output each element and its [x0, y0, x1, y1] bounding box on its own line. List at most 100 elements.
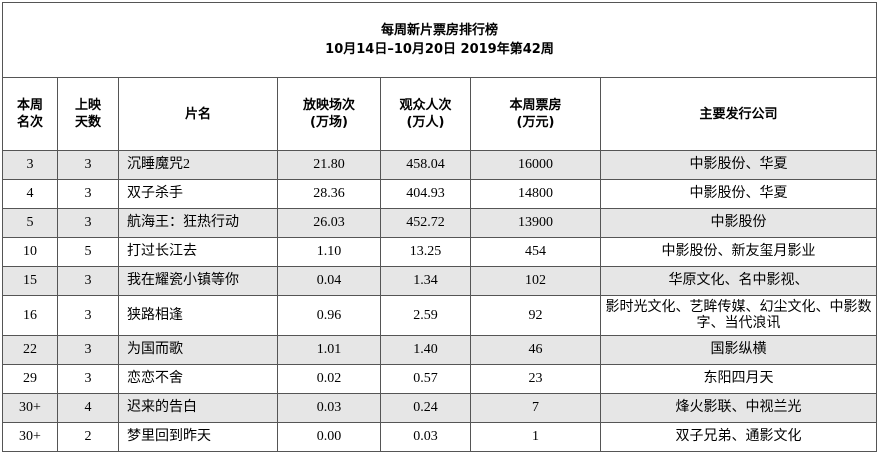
table-cell: 30+ [2, 422, 58, 452]
table-cell: 13900 [470, 208, 601, 238]
table-cell: 0.04 [277, 266, 381, 296]
column-header: 本周票房 (万元) [470, 77, 601, 151]
column-header: 观众人次 (万人) [380, 77, 471, 151]
table-cell: 航海王：狂热行动 [118, 208, 278, 238]
table-cell: 中影股份、新友玺月影业 [600, 237, 877, 267]
table-cell: 3 [2, 150, 58, 180]
header-row: 本周 名次 上映 天数 片名 放映场次 (万场) 观众人次 (万人) 本周票房 (万元) 主要发行公司 [2, 77, 877, 151]
table-cell: 3 [57, 150, 119, 180]
column-header-line: 名次 [16, 115, 43, 130]
table-cell: 梦里回到昨天 [118, 422, 278, 452]
table-cell: 3 [57, 208, 119, 238]
table-row: 30+ 2 梦里回到昨天 0.00 0.03 1 双子兄弟、通影文化 [2, 422, 877, 452]
table-cell: 30+ [2, 393, 58, 423]
table-row: 5 3 航海王：狂热行动 26.03 452.72 13900 中影股份 [2, 208, 877, 238]
table-cell: 21.80 [277, 150, 381, 180]
column-header-line: 本周票房 [509, 98, 562, 113]
column-header: 本周 名次 [2, 77, 58, 151]
table-subtitle: 10月14日–10月20日 2019年第42周 [325, 42, 554, 57]
table-row: 22 3 为国而歌 1.01 1.40 46 国影纵横 [2, 335, 877, 365]
table-cell: 22 [2, 335, 58, 365]
table-cell: 7 [470, 393, 601, 423]
table-cell: 16 [2, 295, 58, 336]
table-cell: 为国而歌 [118, 335, 278, 365]
table-cell: 双子兄弟、通影文化 [600, 422, 877, 452]
table-cell: 3 [57, 364, 119, 394]
table-row: 10 5 打过长江去 1.10 13.25 454 中影股份、新友玺月影业 [2, 237, 877, 267]
column-header-line: (万人) [406, 115, 445, 130]
table-row: 30+ 4 迟来的告白 0.03 0.24 7 烽火影联、中视兰光 [2, 393, 877, 423]
table-cell: 狭路相逢 [118, 295, 278, 336]
table-cell: 13.25 [380, 237, 471, 267]
table-cell: 14800 [470, 179, 601, 209]
table-cell: 16000 [470, 150, 601, 180]
table-cell: 0.02 [277, 364, 381, 394]
table-row: 16 3 狭路相逢 0.96 2.59 92 影时光文化、艺眸传媒、幻尘文化、中影数字、当代… [2, 295, 877, 336]
column-header-line: 片名 [184, 106, 211, 122]
table-cell: 烽火影联、中视兰光 [600, 393, 877, 423]
column-header-line: 放映场次 [302, 98, 355, 113]
table-cell: 影时光文化、艺眸传媒、幻尘文化、中影数字、当代浪讯 [600, 295, 877, 336]
table-cell: 4 [2, 179, 58, 209]
table-cell: 10 [2, 237, 58, 267]
column-header: 放映场次 (万场) [277, 77, 381, 151]
table-cell: 打过长江去 [118, 237, 278, 267]
table-cell: 1.40 [380, 335, 471, 365]
column-header-line: (万场) [310, 115, 348, 130]
table-row: 3 3 沉睡魔咒2 21.80 458.04 16000 中影股份、华夏 [2, 150, 877, 180]
table-cell: 458.04 [380, 150, 471, 180]
title-cell: 每周新片票房排行榜 10月14日–10月20日 2019年第42周 [2, 2, 877, 78]
table-cell: 0.00 [277, 422, 381, 452]
table-cell: 国影纵横 [600, 335, 877, 365]
table-cell: 29 [2, 364, 58, 394]
table-cell: 恋恋不舍 [118, 364, 278, 394]
column-header-line: 本周 [16, 98, 43, 113]
table-cell: 454 [470, 237, 601, 267]
table-cell: 2.59 [380, 295, 471, 336]
table-cell: 0.24 [380, 393, 471, 423]
table-cell: 华原文化、名中影视、 [600, 266, 877, 296]
column-header-line: (万元) [516, 115, 555, 130]
table-cell: 3 [57, 335, 119, 365]
table-row: 15 3 我在耀瓷小镇等你 0.04 1.34 102 华原文化、名中影视、 [2, 266, 877, 296]
table-cell: 4 [57, 393, 119, 423]
title-row: 每周新片票房排行榜 10月14日–10月20日 2019年第42周 [2, 2, 877, 78]
table-cell: 中影股份 [600, 208, 877, 238]
column-header: 上映 天数 [57, 77, 119, 151]
table-row: 29 3 恋恋不舍 0.02 0.57 23 东阳四月天 [2, 364, 877, 394]
column-header-line: 主要发行公司 [699, 106, 778, 122]
table-cell: 3 [57, 179, 119, 209]
table-cell: 迟来的告白 [118, 393, 278, 423]
table-cell: 我在耀瓷小镇等你 [118, 266, 278, 296]
table-body: 3 3 沉睡魔咒2 21.80 458.04 16000 中影股份、华夏 4 3 双子杀手 28.3… [2, 150, 877, 452]
table-cell: 3 [57, 295, 119, 336]
table-cell: 1 [470, 422, 601, 452]
column-header-line: 天数 [74, 115, 101, 130]
column-header-line: 观众人次 [399, 98, 452, 113]
table-cell: 1.01 [277, 335, 381, 365]
table-cell: 15 [2, 266, 58, 296]
column-header-line: 上映 [74, 98, 101, 113]
table-cell: 404.93 [380, 179, 471, 209]
table-cell: 46 [470, 335, 601, 365]
table-cell: 1.10 [277, 237, 381, 267]
table-cell: 1.34 [380, 266, 471, 296]
table-cell: 0.57 [380, 364, 471, 394]
table-cell: 3 [57, 266, 119, 296]
table-row: 4 3 双子杀手 28.36 404.93 14800 中影股份、华夏 [2, 179, 877, 209]
table-cell: 102 [470, 266, 601, 296]
table-cell: 0.03 [277, 393, 381, 423]
table-title: 每周新片票房排行榜 [380, 23, 498, 38]
table-head: 每周新片票房排行榜 10月14日–10月20日 2019年第42周 本周 名次 上映… [2, 2, 877, 151]
table-cell: 东阳四月天 [600, 364, 877, 394]
table-cell: 5 [2, 208, 58, 238]
table-cell: 0.96 [277, 295, 381, 336]
table-cell: 92 [470, 295, 601, 336]
table-cell: 23 [470, 364, 601, 394]
table-cell: 中影股份、华夏 [600, 179, 877, 209]
column-header: 片名 [118, 77, 278, 151]
table-cell: 452.72 [380, 208, 471, 238]
table-cell: 28.36 [277, 179, 381, 209]
